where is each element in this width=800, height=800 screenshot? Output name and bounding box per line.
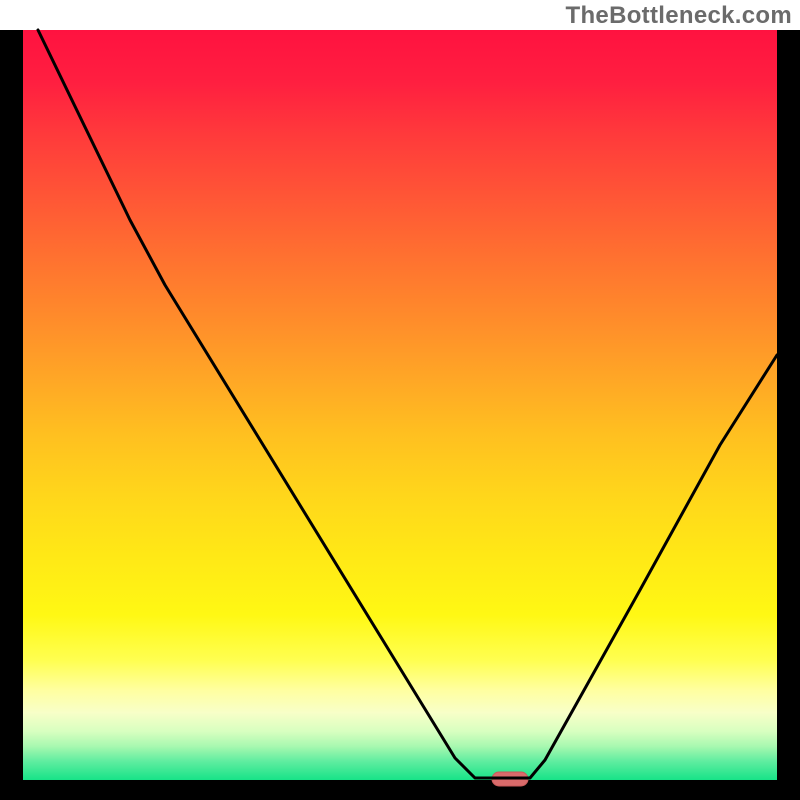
curve-overlay: [0, 0, 800, 800]
watermark-text: TheBottleneck.com: [566, 2, 792, 30]
chart-container: TheBottleneck.com: [0, 0, 800, 800]
